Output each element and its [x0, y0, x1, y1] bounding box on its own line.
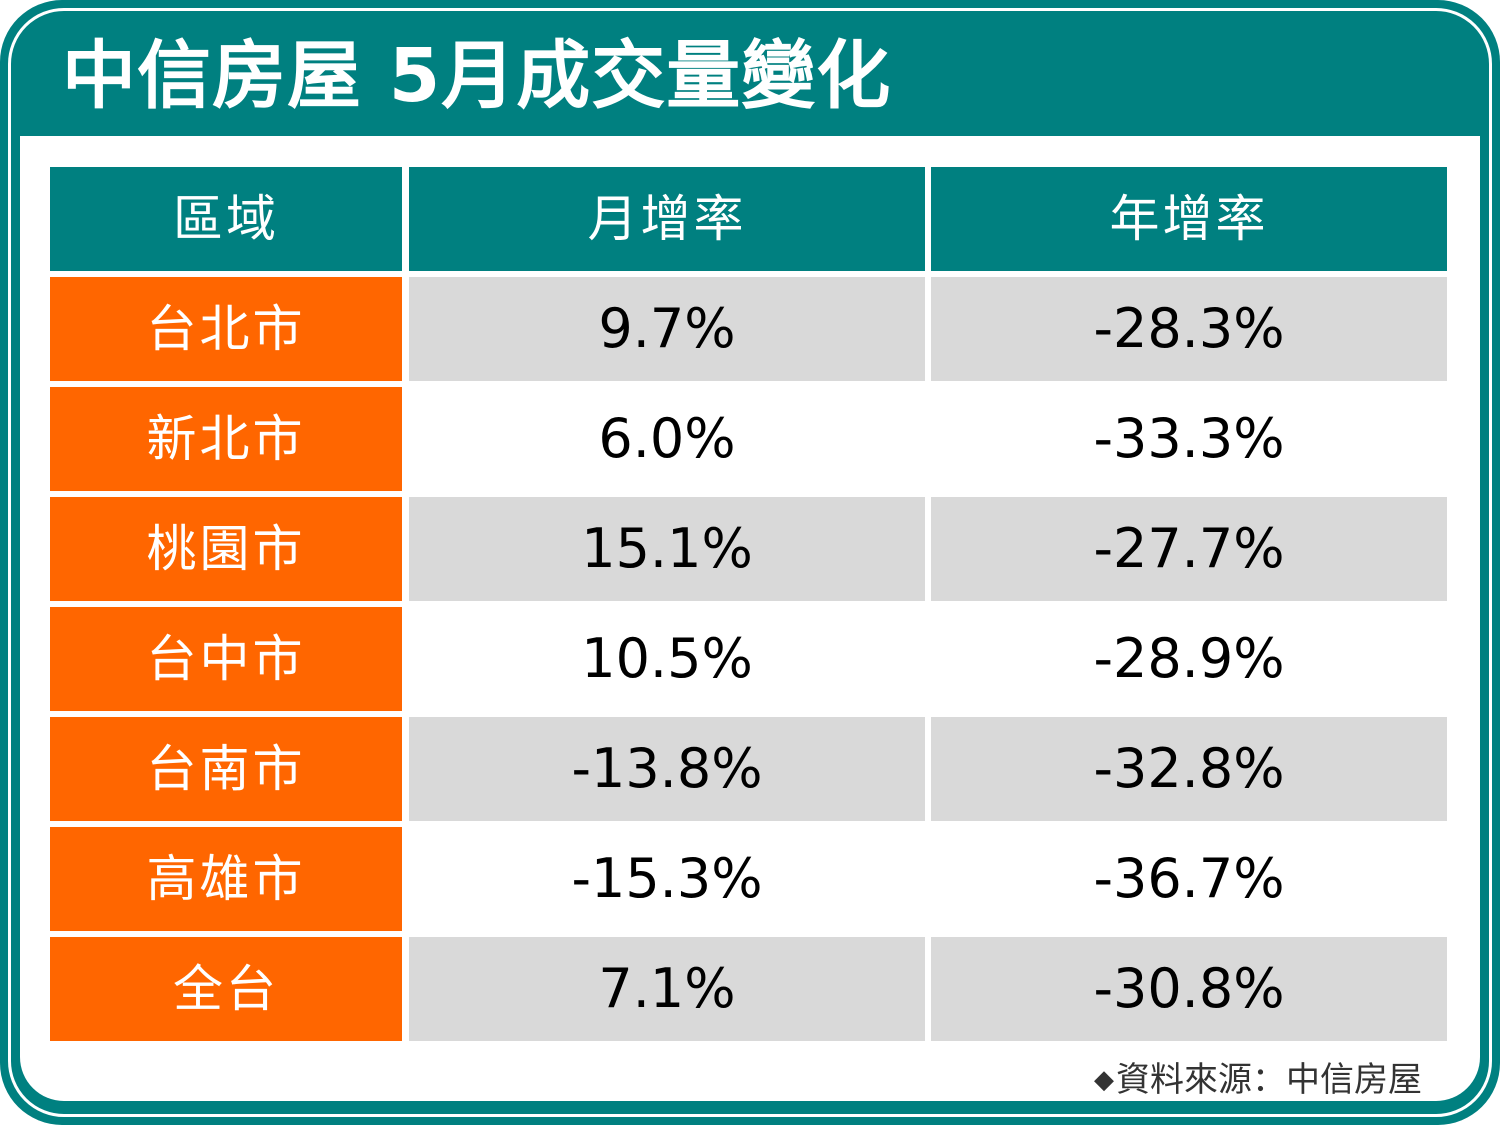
- yoy-cell: -36.7%: [931, 827, 1447, 931]
- mom-cell: -15.3%: [409, 827, 925, 931]
- region-cell: 新北市: [50, 387, 402, 491]
- mom-cell: -13.8%: [409, 717, 925, 821]
- header-region: 區域: [50, 167, 402, 271]
- page-title: 中信房屋 5月成交量變化: [62, 33, 892, 119]
- header-mom: 月增率: [409, 167, 925, 271]
- region-cell: 台南市: [50, 717, 402, 821]
- yoy-cell: -28.9%: [931, 607, 1447, 711]
- region-cell: 全台: [50, 937, 402, 1041]
- yoy-cell: -33.3%: [931, 387, 1447, 491]
- mom-cell: 6.0%: [409, 387, 925, 491]
- mom-cell: 9.7%: [409, 277, 925, 381]
- yoy-cell: -27.7%: [931, 497, 1447, 601]
- yoy-cell: -28.3%: [931, 277, 1447, 381]
- region-cell: 桃園市: [50, 497, 402, 601]
- header-yoy: 年增率: [931, 167, 1447, 271]
- diamond-icon: ◆: [1094, 1065, 1114, 1095]
- frame-border: [8, 8, 1492, 1117]
- yoy-cell: -30.8%: [931, 937, 1447, 1041]
- region-cell: 台中市: [50, 607, 402, 711]
- mom-cell: 7.1%: [409, 937, 925, 1041]
- mom-cell: 10.5%: [409, 607, 925, 711]
- yoy-cell: -32.8%: [931, 717, 1447, 821]
- source-text: 資料來源：中信房屋: [1116, 1060, 1422, 1100]
- mom-cell: 15.1%: [409, 497, 925, 601]
- source-note: ◆資料來源：中信房屋: [1094, 1056, 1422, 1104]
- region-cell: 台北市: [50, 277, 402, 381]
- region-cell: 高雄市: [50, 827, 402, 931]
